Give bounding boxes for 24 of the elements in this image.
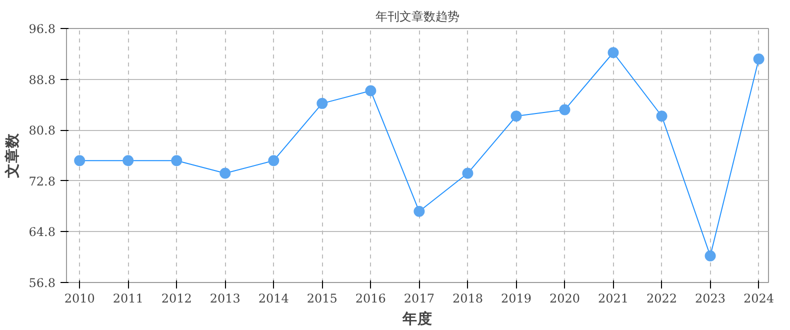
x-tick-label: 2016 bbox=[355, 292, 386, 306]
x-tick-label: 2015 bbox=[306, 292, 338, 306]
x-tick-label: 2024 bbox=[744, 292, 774, 306]
x-tick-label: 2010 bbox=[64, 292, 95, 306]
y-tick-label: 88.8 bbox=[28, 72, 56, 87]
x-tick-label: 2017 bbox=[404, 292, 434, 306]
y-tick-label: 64.8 bbox=[28, 225, 56, 240]
y-tick-label: 56.8 bbox=[28, 276, 56, 290]
x-tick-label: 2020 bbox=[549, 292, 580, 306]
x-tick-label: 2019 bbox=[500, 292, 532, 306]
y-tick-label: 72.8 bbox=[28, 174, 56, 188]
y-axis-title: 文章数 bbox=[2, 132, 21, 179]
chart-title: 年刊文章数趋势 bbox=[376, 10, 460, 24]
x-tick-label: 2012 bbox=[161, 292, 192, 306]
x-tick-label: 2023 bbox=[695, 292, 726, 306]
x-axis-title: 年度 bbox=[402, 310, 432, 328]
x-tick-label: 2013 bbox=[210, 292, 240, 306]
x-tick-label: 2022 bbox=[646, 292, 678, 306]
x-tick-label: 2011 bbox=[112, 292, 144, 306]
y-tick-label: 96.8 bbox=[28, 22, 56, 36]
x-tick-label: 2021 bbox=[598, 292, 629, 306]
x-tick-label: 2014 bbox=[258, 292, 290, 306]
x-tick-label: 2018 bbox=[452, 292, 483, 306]
y-tick-label: 80.8 bbox=[28, 124, 56, 138]
